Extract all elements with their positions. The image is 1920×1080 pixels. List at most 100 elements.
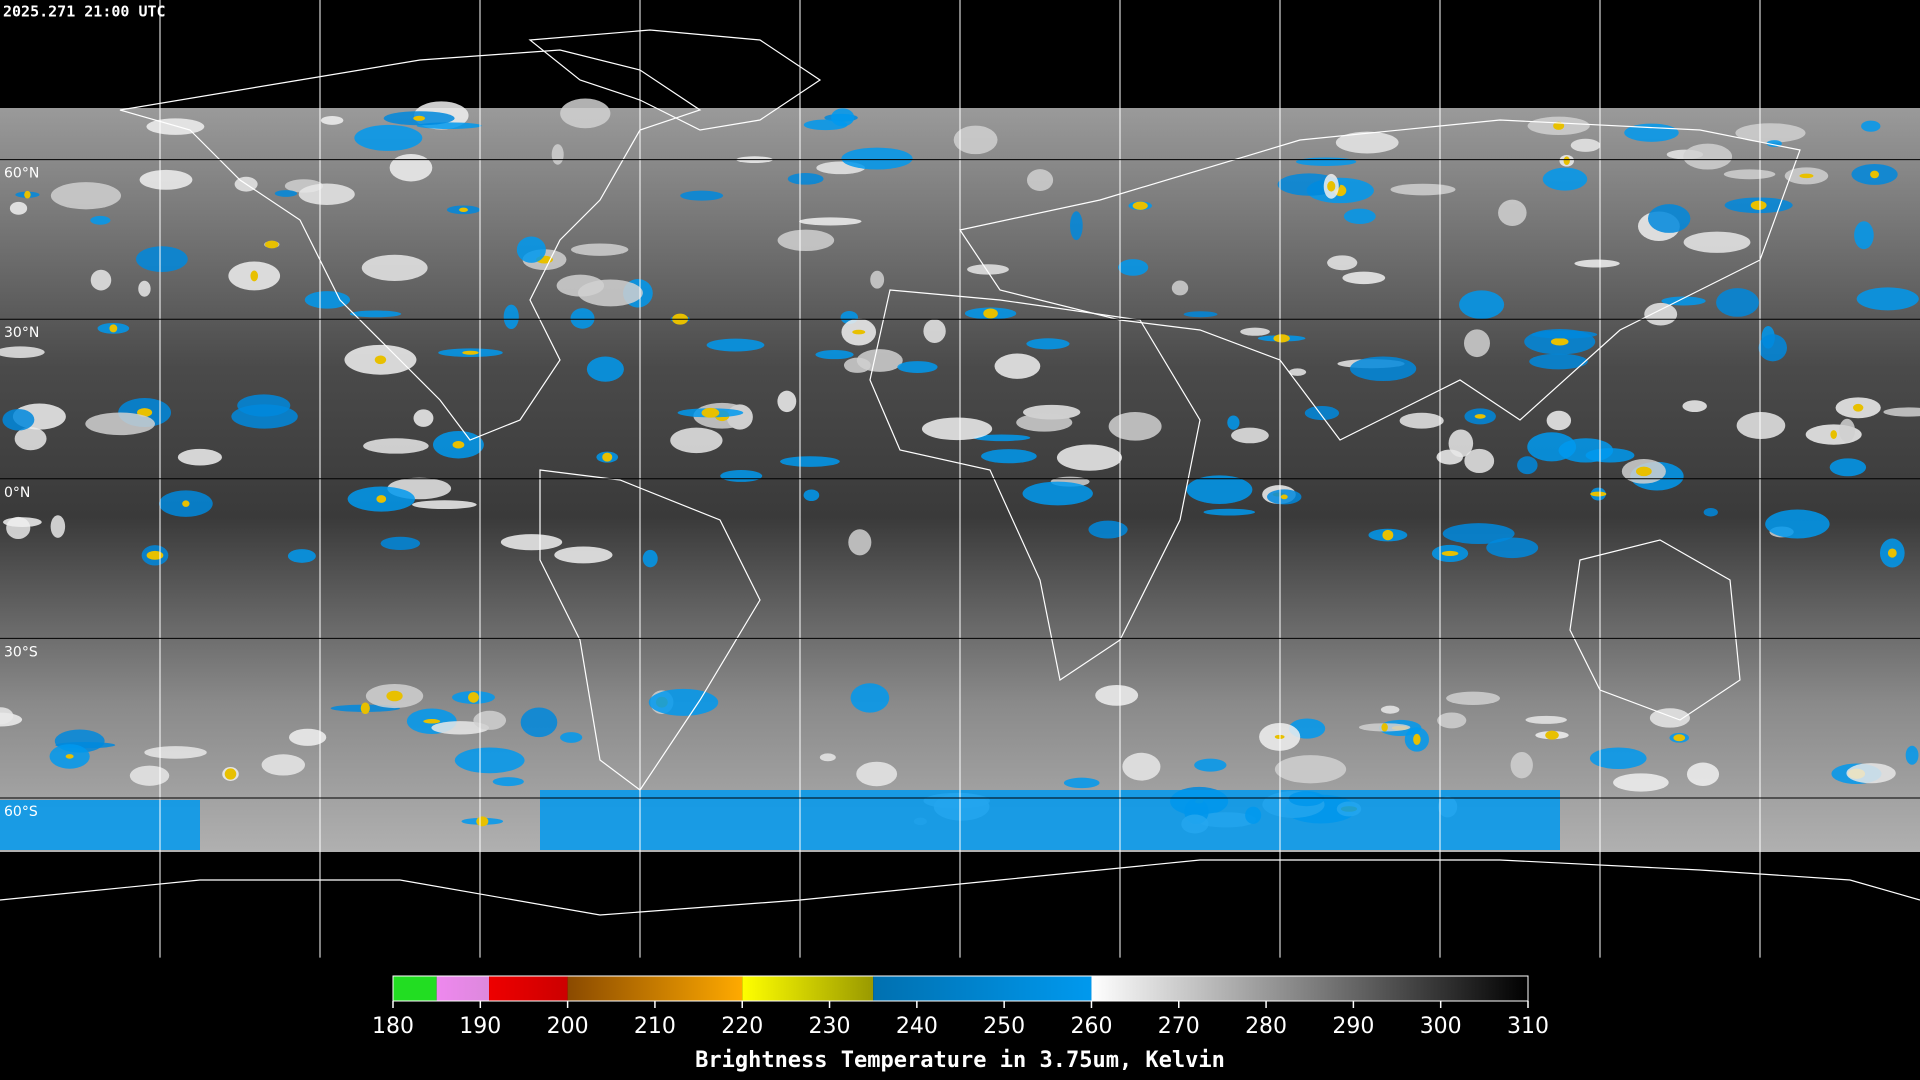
cloud (261, 754, 306, 776)
colorbar-tick-label: 310 (1507, 1014, 1549, 1039)
cloud (1026, 169, 1054, 192)
cloud (520, 707, 558, 738)
cloud (1459, 290, 1505, 319)
cloud (144, 746, 207, 759)
cloud (1056, 444, 1122, 471)
convective-core (1327, 181, 1336, 192)
cloud (412, 500, 477, 510)
cloud (1686, 762, 1720, 786)
convective-core (1673, 734, 1686, 742)
cloud (1531, 330, 1598, 339)
cloud (431, 721, 490, 735)
cloud (1510, 751, 1533, 779)
cloud (897, 361, 938, 373)
cloud (1861, 120, 1881, 132)
convective-core (1563, 156, 1570, 166)
colorbar-tick-label: 280 (1245, 1014, 1287, 1039)
convective-core (1887, 548, 1897, 558)
cloud (1240, 327, 1270, 336)
convective-core (852, 329, 866, 335)
cloud (90, 269, 112, 291)
cloud (1498, 199, 1527, 226)
convective-core (374, 355, 387, 365)
latitude-label: 0°N (4, 485, 30, 501)
convective-core (360, 702, 370, 715)
cloud (720, 470, 763, 482)
cloud (1231, 427, 1269, 444)
cloud (1570, 138, 1601, 152)
cloud (380, 536, 421, 551)
latitude-label: 60°S (4, 804, 38, 820)
cloud (1122, 752, 1161, 781)
cloud (1095, 685, 1139, 706)
cloud (1589, 747, 1647, 770)
cloud (129, 765, 170, 786)
cloud (500, 534, 563, 551)
cloud (1716, 288, 1759, 317)
colorbar-tick-label: 270 (1158, 1014, 1200, 1039)
cloud (2, 408, 35, 431)
colorbar-segment (873, 976, 1092, 1001)
convective-core (468, 692, 479, 703)
cloud (473, 710, 507, 730)
cloud (570, 308, 595, 329)
cloud (1288, 368, 1307, 376)
cloud (1542, 167, 1588, 191)
cloud (1022, 481, 1093, 506)
cloud (1335, 131, 1399, 154)
cloud (1442, 523, 1515, 544)
cloud (1448, 429, 1474, 458)
cloud (274, 190, 298, 197)
cloud (503, 304, 519, 330)
cloud (921, 417, 993, 441)
cloud (14, 427, 47, 451)
cloud (1464, 448, 1495, 474)
convective-core (1636, 466, 1652, 477)
cloud (1905, 745, 1919, 765)
convective-core (459, 207, 468, 213)
convective-core (1750, 200, 1767, 211)
cloud (492, 777, 524, 787)
cloud (1546, 410, 1572, 431)
cloud (850, 683, 890, 713)
cloud (1765, 509, 1830, 539)
cloud (870, 270, 885, 289)
convective-core (1474, 414, 1486, 419)
cloud (1829, 458, 1867, 477)
cloud (953, 125, 998, 155)
cloud (9, 201, 28, 215)
cloud (1647, 204, 1691, 233)
cloud (1274, 755, 1347, 784)
cloud (454, 747, 525, 774)
cloud (1486, 537, 1539, 559)
cloud (819, 753, 836, 762)
cloud (1342, 271, 1386, 285)
cloud (288, 728, 327, 746)
cloud (848, 529, 872, 556)
graticule: 60°N 30°N 0°N 30°S 60°S (4, 0, 1761, 958)
cloud (1525, 715, 1567, 724)
colorbar-tick-label: 260 (1070, 1014, 1112, 1039)
cloud (516, 236, 546, 263)
cloud (560, 98, 611, 129)
convective-core (1853, 403, 1864, 412)
convective-core (1280, 494, 1288, 500)
cloud (1683, 143, 1733, 170)
antarctic-cloud (0, 800, 200, 850)
cloud (138, 280, 151, 297)
cloud (320, 116, 344, 125)
cloud (803, 489, 820, 502)
cloud (361, 254, 428, 281)
colorbar-tick-label: 210 (634, 1014, 676, 1039)
cloud (1343, 208, 1376, 224)
cloud (787, 173, 824, 185)
cloud (50, 182, 122, 210)
cloud (680, 190, 724, 201)
colorbar-tick-label: 300 (1420, 1014, 1462, 1039)
cloud (1846, 763, 1896, 784)
cloud (560, 732, 583, 743)
convective-core (1590, 491, 1607, 497)
cloud (1183, 311, 1218, 318)
cloud (85, 412, 155, 436)
cloud (0, 346, 45, 358)
